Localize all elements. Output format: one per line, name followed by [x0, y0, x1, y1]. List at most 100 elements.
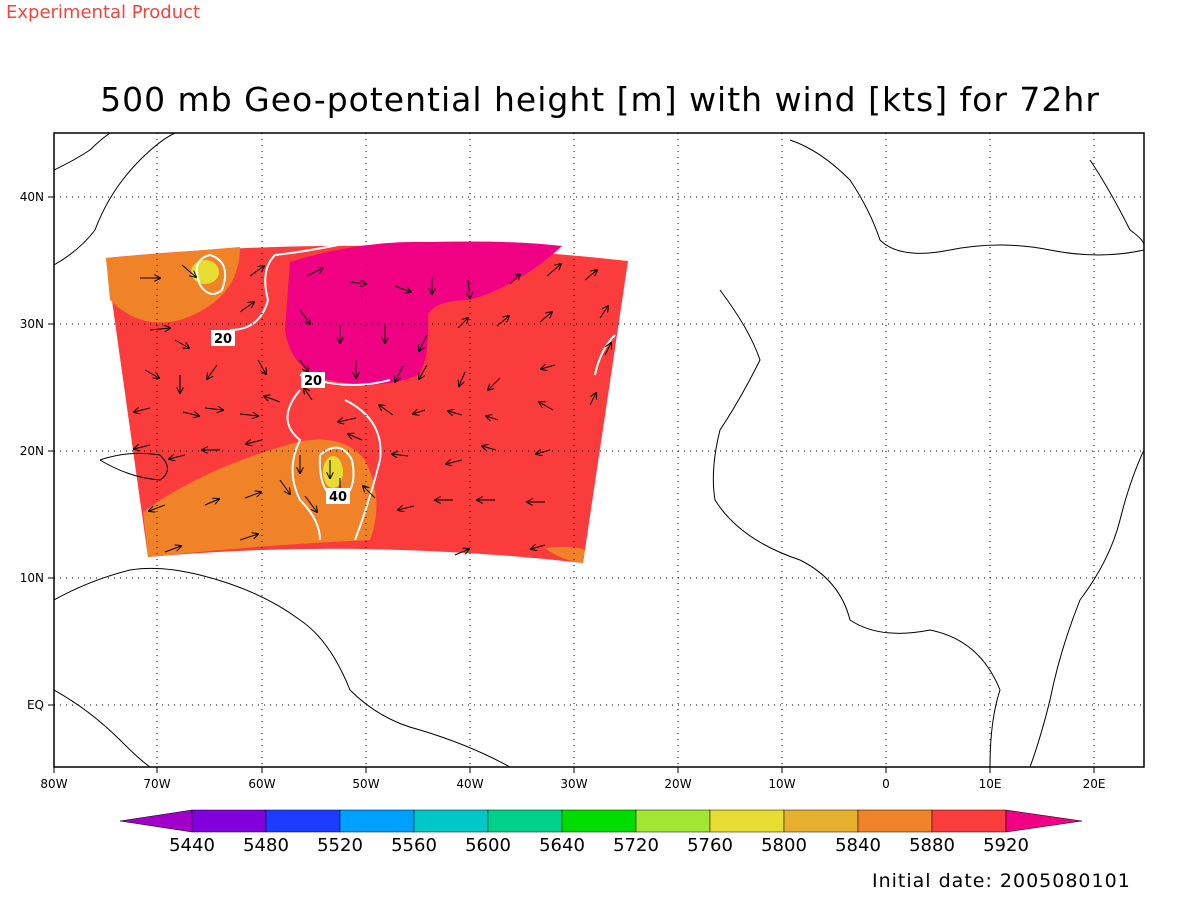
isotach-contour: [195, 253, 226, 295]
lon-tick-label: 20W: [664, 777, 691, 791]
wind-arrow: [304, 388, 313, 401]
isotach-label-text: 20: [304, 374, 322, 389]
isotach-label-text: 40: [329, 490, 347, 505]
wind-arrow: [164, 546, 181, 553]
lat-tick-label: 10N: [20, 571, 44, 585]
isotach-contour: [594, 334, 616, 376]
wind-arrow: [413, 410, 426, 414]
wind-arrow: [149, 328, 170, 330]
lon-tick-label: 10W: [768, 777, 795, 791]
colorbar-swatch: [709, 809, 785, 833]
map-title: 500 mb Geo-potential height [m] with win…: [100, 80, 1100, 119]
wind-arrow: [496, 316, 509, 327]
wind-arrow: [459, 371, 466, 386]
wind-arrow: [457, 318, 468, 329]
colorbar-swatch: [635, 809, 711, 833]
wind-arrow: [448, 411, 463, 415]
colorbar-level-label: 5880: [909, 835, 955, 856]
wind-arrow: [541, 365, 556, 369]
colorbar-level-label: 5800: [761, 835, 807, 856]
wind-arrow: [299, 359, 308, 372]
wind-vectors: [134, 264, 611, 556]
lon-tick-label: 40W: [456, 777, 483, 791]
wind-arrow: [239, 534, 258, 541]
isotach-label-text: 20: [214, 332, 232, 347]
colorbar-level-label: 5600: [465, 835, 511, 856]
lon-tick-label: 70W: [143, 777, 170, 791]
colorbar-level-label: 5440: [169, 835, 215, 856]
colorbar-swatch: [265, 809, 341, 833]
wind-arrow: [204, 499, 219, 506]
wind-arrow: [349, 282, 366, 284]
wind-arrow: [539, 402, 554, 411]
lat-tick-label: 40N: [20, 190, 44, 204]
latitude-axis: 40N 30N 20N 10N EQ: [20, 190, 54, 712]
colorbar-level-label: 5840: [835, 835, 881, 856]
isotach-label: 20: [211, 330, 235, 347]
lon-tick-label: 20E: [1083, 777, 1106, 791]
wind-arrow: [299, 309, 310, 324]
wind-arrow: [363, 486, 376, 499]
wind-arrow: [454, 549, 469, 556]
map-frame: [53, 132, 1145, 768]
wind-arrow: [379, 405, 394, 416]
wind-arrow: [264, 396, 281, 403]
colorbar-level-label: 5920: [983, 835, 1029, 856]
colorbar-swatch: [783, 809, 859, 833]
wind-arrow: [174, 339, 189, 348]
wind-arrow: [486, 416, 499, 420]
wind-arrow: [246, 440, 263, 444]
wind-arrow: [392, 454, 409, 456]
wind-arrow: [398, 506, 415, 510]
wind-arrow: [488, 377, 501, 390]
colorbar-level-label: 5720: [613, 835, 659, 856]
wind-arrow: [304, 495, 317, 512]
wind-arrow: [239, 302, 254, 313]
wind-arrow: [599, 306, 608, 319]
lon-tick-label: 0: [882, 777, 890, 791]
colorbar: 5440 5480 5520 5560 5600 5640 5720 5760 5800 5840…: [119, 809, 1083, 856]
wind-arrow: [539, 312, 552, 323]
colorbar-swatch: [561, 809, 637, 833]
wind-arrow: [181, 264, 196, 277]
lon-tick-label: 10E: [979, 777, 1002, 791]
wind-arrow: [446, 460, 463, 464]
field-5920-region: [285, 241, 562, 385]
wind-arrow: [419, 364, 428, 379]
wind-arrow: [306, 268, 323, 277]
colorbar-level-label: 5480: [243, 835, 289, 856]
colorbar-swatch: [857, 809, 933, 833]
product-label: Experimental Product: [6, 2, 201, 23]
wind-arrow: [244, 492, 261, 499]
field-5840-region-east: [545, 546, 585, 563]
wind-arrow: [134, 408, 151, 412]
wind-arrow: [584, 270, 597, 281]
wind-arrow: [182, 412, 199, 416]
lon-tick-label: 50W: [352, 777, 379, 791]
wind-arrow: [134, 445, 151, 449]
colorbar-level-label: 5560: [391, 835, 437, 856]
wind-arrow: [509, 274, 520, 285]
lat-tick-label: EQ: [27, 698, 44, 712]
wind-arrow: [207, 364, 218, 379]
colorbar-swatch: [191, 809, 267, 833]
colorbar-swatch: [413, 809, 489, 833]
wind-arrow: [589, 393, 596, 406]
wind-arrow: [536, 450, 551, 454]
lat-tick-label: 20N: [20, 444, 44, 458]
colorbar-low-arrow: [119, 809, 193, 833]
colorbar-level-label: 5520: [317, 835, 363, 856]
wind-arrow: [546, 264, 561, 277]
wind-arrow: [394, 285, 411, 292]
isotach-contour: [318, 446, 355, 502]
wind-arrow: [468, 279, 470, 298]
field-5800-spot-north: [191, 260, 219, 284]
wind-arrow: [395, 365, 404, 382]
longitude-axis: 80W 70W 60W 50W 40W 30W 20W 10W 0 10E 20E: [40, 767, 1105, 791]
wind-arrow: [169, 455, 186, 459]
wind-arrow: [348, 434, 363, 441]
coastlines: [54, 133, 1144, 767]
colorbar-level-label: 5640: [539, 835, 585, 856]
wind-arrow: [149, 504, 166, 511]
